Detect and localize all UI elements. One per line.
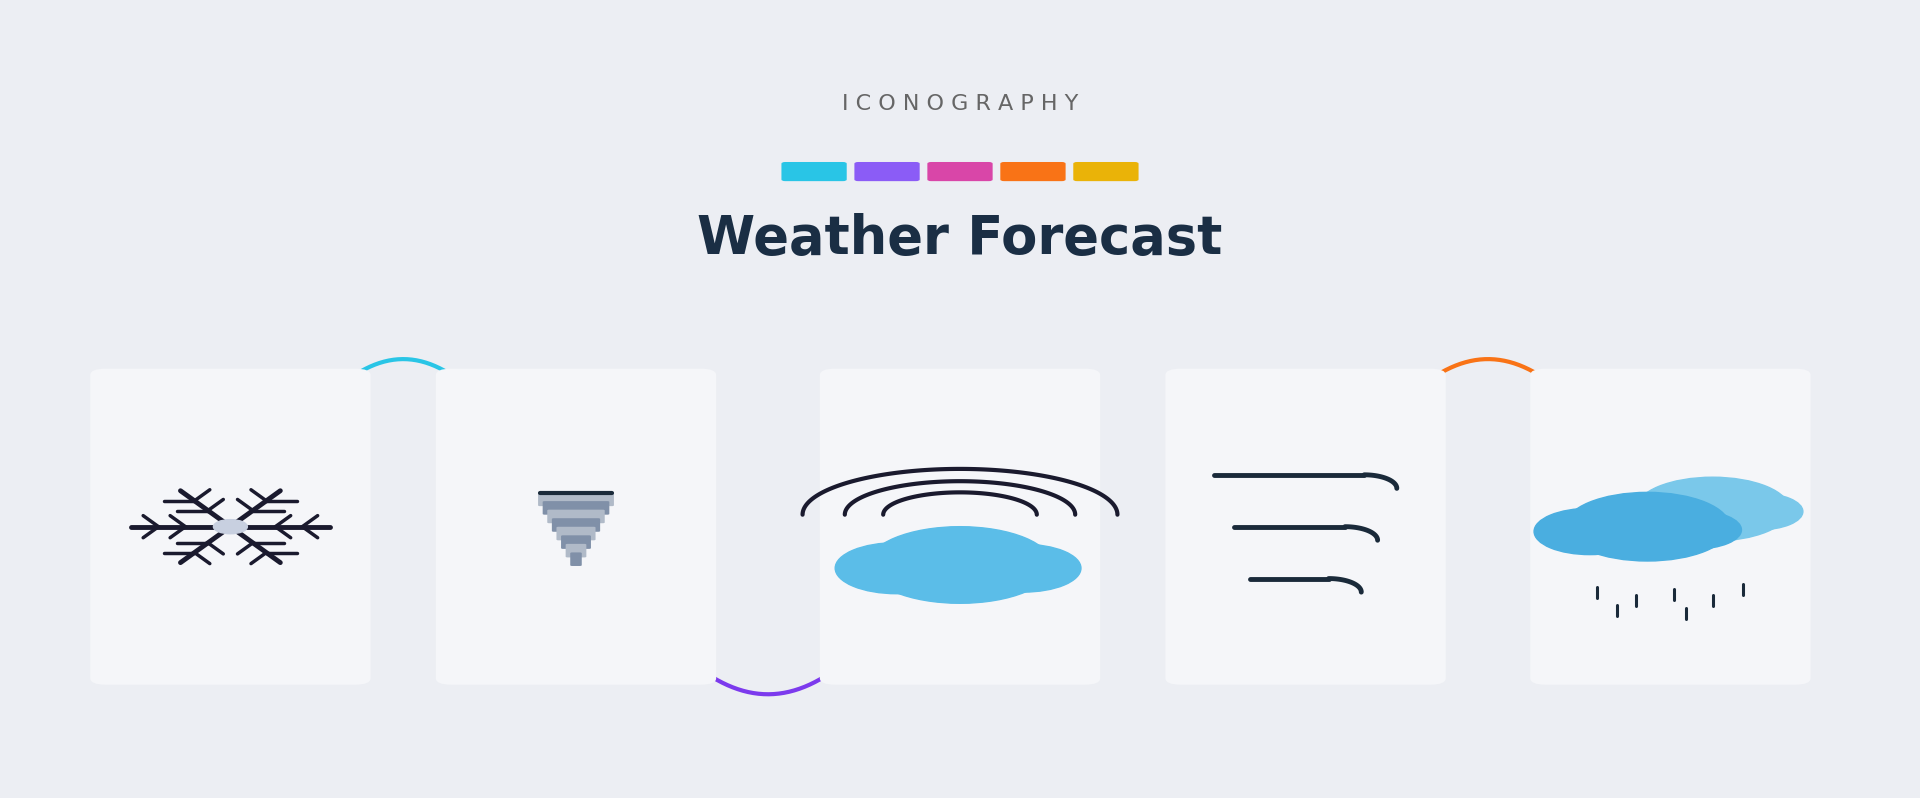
FancyBboxPatch shape [551, 518, 601, 531]
Circle shape [1649, 511, 1741, 549]
FancyBboxPatch shape [1530, 369, 1811, 685]
FancyBboxPatch shape [538, 492, 614, 506]
FancyBboxPatch shape [820, 369, 1100, 685]
FancyBboxPatch shape [781, 162, 847, 181]
FancyBboxPatch shape [566, 544, 586, 558]
FancyBboxPatch shape [557, 527, 595, 540]
Circle shape [1534, 508, 1645, 555]
FancyBboxPatch shape [436, 369, 716, 685]
FancyBboxPatch shape [927, 162, 993, 181]
FancyBboxPatch shape [543, 501, 609, 515]
FancyBboxPatch shape [570, 552, 582, 566]
Text: Weather Forecast: Weather Forecast [697, 213, 1223, 266]
Circle shape [1636, 477, 1789, 541]
Circle shape [835, 543, 958, 594]
Circle shape [1565, 492, 1730, 561]
FancyBboxPatch shape [547, 510, 605, 523]
FancyBboxPatch shape [1073, 162, 1139, 181]
FancyBboxPatch shape [854, 162, 920, 181]
Circle shape [213, 519, 248, 534]
Circle shape [1609, 492, 1709, 534]
FancyBboxPatch shape [1165, 369, 1446, 685]
FancyBboxPatch shape [561, 535, 591, 549]
Circle shape [1715, 493, 1803, 530]
Text: I C O N O G R A P H Y: I C O N O G R A P H Y [841, 93, 1079, 114]
Circle shape [966, 544, 1081, 592]
Circle shape [868, 527, 1052, 603]
FancyBboxPatch shape [1000, 162, 1066, 181]
FancyBboxPatch shape [90, 369, 371, 685]
